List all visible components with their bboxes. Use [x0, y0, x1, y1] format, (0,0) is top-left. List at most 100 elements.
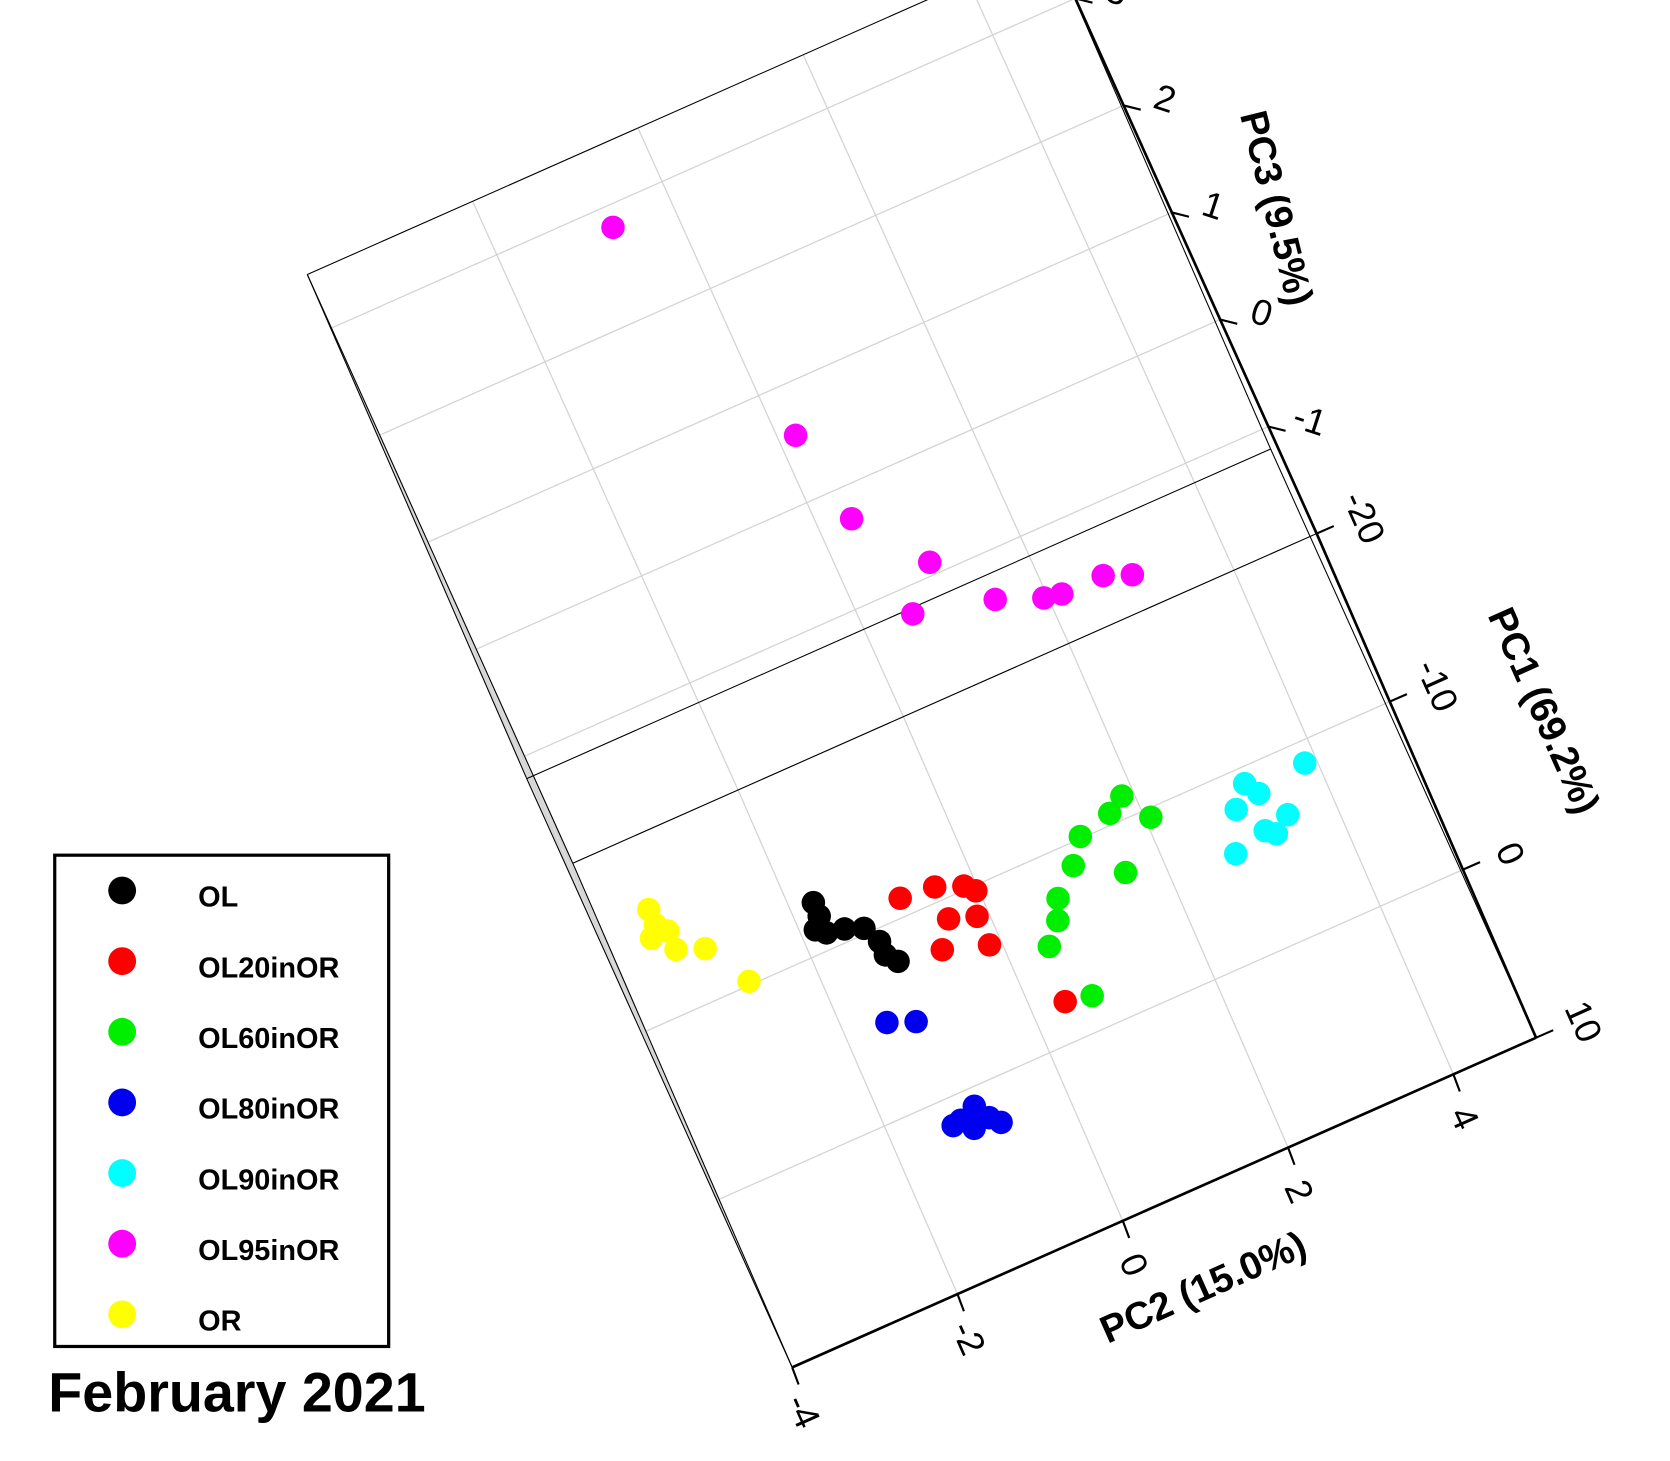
- point: [832, 917, 857, 941]
- box-edge: [572, 533, 1317, 864]
- point: [1046, 908, 1070, 933]
- grid-line: [472, 201, 739, 791]
- chart-title: February 2021: [48, 1361, 425, 1423]
- y-tick: [1121, 1220, 1131, 1239]
- grid-line: [524, 425, 1269, 757]
- point: [737, 969, 761, 994]
- grid-line: [645, 701, 1391, 1032]
- point: [1110, 784, 1134, 808]
- point: [977, 933, 1002, 957]
- legend-marker: [108, 1229, 137, 1258]
- y-tick: [1452, 1073, 1461, 1092]
- box-edge: [1074, 0, 1272, 450]
- point: [1224, 797, 1248, 822]
- y-tick-label: 0: [1111, 1247, 1157, 1282]
- y-axis-title: PC2 (15.0%): [1094, 1223, 1313, 1352]
- grid-line: [1233, 569, 1455, 1075]
- point: [814, 921, 839, 945]
- point: [904, 1009, 928, 1034]
- grid-line: [718, 869, 1464, 1200]
- legend: OL OL20inOR OL60inOR OL80inOR OL90inOR OL95in…: [53, 853, 391, 1349]
- point: [1097, 801, 1122, 826]
- x-tick: [1535, 1029, 1554, 1039]
- point: [1061, 853, 1086, 878]
- point: [1080, 983, 1104, 1008]
- point: [1113, 860, 1138, 885]
- legend-label: OL80inOR: [198, 1094, 339, 1126]
- z-tick-label: -1: [1288, 395, 1331, 444]
- legend-label: OL60inOR: [198, 1023, 339, 1055]
- grid-line: [475, 318, 1221, 650]
- point: [1275, 802, 1300, 827]
- y-tick-label: 2: [1276, 1174, 1322, 1209]
- point: [1264, 822, 1289, 846]
- grid-line: [475, 648, 697, 1154]
- point: [664, 937, 688, 962]
- y-tick: [956, 1293, 965, 1312]
- box-edge: [1270, 448, 1537, 1038]
- legend-marker: [108, 1017, 137, 1046]
- z-tick: [1219, 318, 1238, 325]
- point: [1292, 751, 1317, 775]
- point: [693, 936, 717, 961]
- grid-line: [1068, 643, 1289, 1148]
- point: [983, 587, 1007, 612]
- legend-marker: [108, 1088, 137, 1117]
- grid-line: [637, 127, 904, 717]
- point: [917, 550, 942, 575]
- x-axis-title: PC1 (69.2%): [1479, 601, 1608, 820]
- legend-marker: [108, 1159, 137, 1187]
- grid-line: [902, 716, 1124, 1222]
- point: [601, 215, 625, 240]
- box-edge: [306, 274, 574, 864]
- z-tick: [1171, 211, 1190, 218]
- grid-line: [523, 755, 745, 1261]
- point: [930, 937, 955, 962]
- z-axis-title: PC3 (9.5%): [1231, 106, 1321, 310]
- point: [989, 1110, 1013, 1135]
- legend-marker: [108, 876, 137, 905]
- legend-label: OL90inOR: [198, 1164, 339, 1196]
- point: [1120, 562, 1145, 587]
- grid-line: [330, 327, 552, 833]
- x-tick: [1316, 525, 1335, 535]
- grid: [306, 0, 1537, 1368]
- point: [1050, 582, 1074, 606]
- point: [922, 875, 947, 899]
- point: [888, 886, 912, 911]
- point: [783, 423, 808, 448]
- point: [1091, 563, 1115, 588]
- grid-line: [427, 541, 648, 1047]
- z-tick-label: 3: [1101, 0, 1133, 14]
- point: [936, 907, 961, 931]
- point: [948, 1108, 973, 1133]
- grid-line: [331, 0, 1074, 329]
- z-tick: [1123, 104, 1141, 111]
- point: [1223, 842, 1248, 866]
- z-tick-label: 0: [1246, 290, 1278, 335]
- point: [886, 949, 910, 974]
- grid-line: [976, 0, 1235, 571]
- point: [964, 879, 988, 903]
- x-tick-label: -10: [1408, 653, 1467, 718]
- y-tick: [791, 1366, 800, 1385]
- point: [1053, 989, 1077, 1014]
- y-tick-label: -2: [943, 1315, 994, 1361]
- grid-line: [737, 789, 959, 1295]
- grid-line: [379, 434, 600, 940]
- z-axis: [1074, 0, 1318, 535]
- point: [901, 602, 925, 626]
- legend-label: OL: [198, 882, 238, 914]
- x-tick: [1389, 693, 1408, 703]
- legend-marker: [108, 1300, 137, 1329]
- point: [1046, 886, 1070, 911]
- z-tick: [1268, 425, 1286, 432]
- y-tick-label: 4: [1442, 1101, 1488, 1136]
- x-axis: [1315, 533, 1538, 1039]
- legend-marker: [108, 947, 137, 976]
- point: [1037, 934, 1062, 959]
- x-tick-label: 0: [1488, 836, 1534, 871]
- box-edge: [307, 0, 929, 276]
- x-tick: [1462, 861, 1481, 871]
